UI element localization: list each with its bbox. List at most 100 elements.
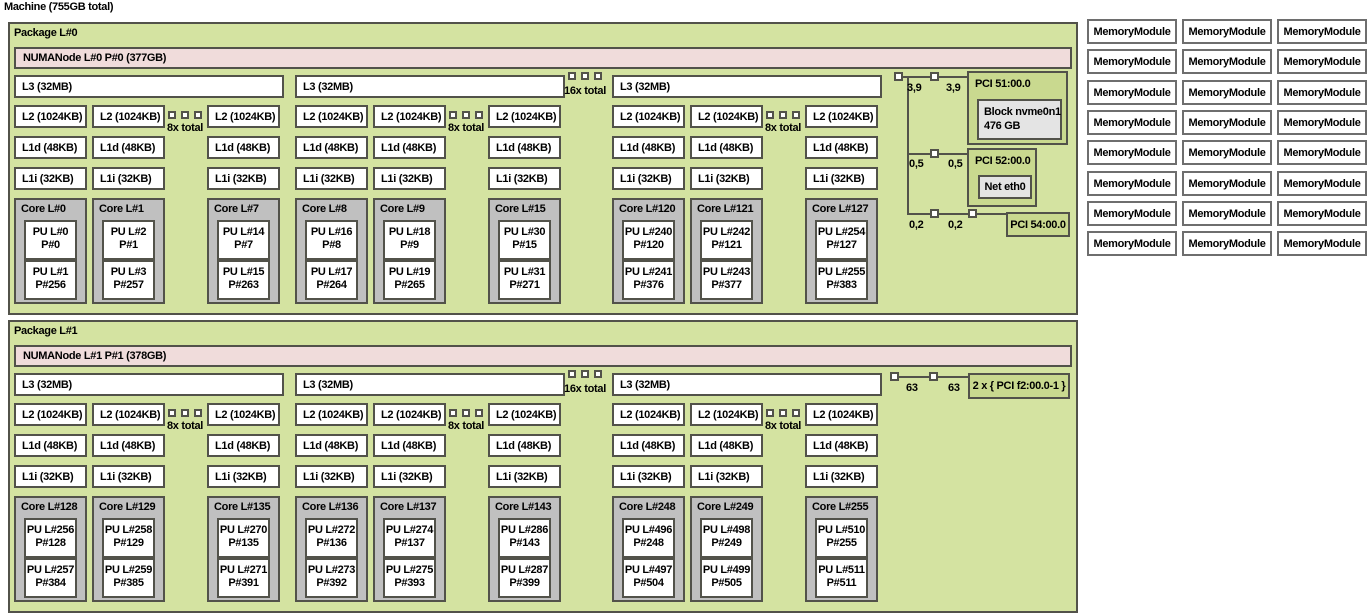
l3-collapsed-indicator (594, 370, 602, 378)
l2-collapsed-indicator (779, 111, 787, 119)
core-box: Core L#248 PU L#496 P#248 PU L#497 P#504 (612, 496, 685, 602)
l2-cache: L2 (1024KB) (207, 105, 280, 128)
l1i-cache: L1i (32KB) (14, 167, 87, 190)
pu-physical-label: P#504 (633, 577, 664, 589)
pci-device: PCI 51:00.0 Block nvme0n1 476 GB (967, 71, 1068, 145)
l1d-cache: L1d (48KB) (207, 434, 280, 457)
memory-module: MemoryModule (1277, 201, 1367, 226)
memory-module: MemoryModule (1087, 49, 1177, 74)
pci-link-line (907, 213, 1006, 215)
pu-physical-label: P#0 (41, 239, 60, 251)
memory-module: MemoryModule (1087, 110, 1177, 135)
pci-bus-line (907, 76, 909, 214)
pu-box: PU L#0 P#0 (24, 220, 77, 260)
l2-collapsed-indicator (168, 111, 176, 119)
package-box: Package L#0 NUMANode L#0 P#0 (377GB) L3 (3… (8, 22, 1078, 315)
l1d-cache: L1d (48KB) (295, 434, 368, 457)
l3-cache: L3 (32MB) (295, 75, 565, 98)
l2-collapsed-indicator (181, 409, 189, 417)
pu-physical-label: P#137 (394, 537, 425, 549)
pu-logical-label: PU L#497 (624, 564, 673, 576)
memory-module: MemoryModule (1277, 231, 1367, 256)
pu-logical-label: PU L#254 (817, 226, 866, 238)
pu-box: PU L#497 P#504 (622, 558, 675, 598)
l1i-cache: L1i (32KB) (295, 465, 368, 488)
memory-module: MemoryModule (1182, 80, 1272, 105)
l2-cache: L2 (1024KB) (805, 105, 878, 128)
bridge-square (930, 72, 939, 81)
pci-device-title: PCI 51:00.0 (975, 78, 1031, 90)
core-box: Core L#249 PU L#498 P#249 PU L#499 P#505 (690, 496, 763, 602)
l1d-cache: L1d (48KB) (14, 136, 87, 159)
l1d-cache: L1d (48KB) (373, 434, 446, 457)
pu-logical-label: PU L#19 (388, 266, 431, 278)
pu-physical-label: P#385 (113, 577, 144, 589)
pu-box: PU L#273 P#392 (305, 558, 358, 598)
bridge-square (894, 72, 903, 81)
core-label: Core L#8 (302, 203, 347, 215)
pu-physical-label: P#255 (826, 537, 857, 549)
pu-physical-label: P#392 (316, 577, 347, 589)
pu-logical-label: PU L#15 (222, 266, 265, 278)
l1d-cache: L1d (48KB) (612, 136, 685, 159)
pu-logical-label: PU L#18 (388, 226, 431, 238)
core-label: Core L#7 (214, 203, 259, 215)
memory-module: MemoryModule (1182, 201, 1272, 226)
pu-physical-label: P#1 (119, 239, 138, 251)
core-box: Core L#127 PU L#254 P#127 PU L#255 P#383 (805, 198, 878, 304)
link-speed-label: 0,5 (909, 158, 924, 170)
pu-box: PU L#3 P#257 (102, 260, 155, 300)
pu-physical-label: P#7 (234, 239, 253, 251)
l2-cache: L2 (1024KB) (14, 105, 87, 128)
link-speed-label: 3,9 (907, 82, 922, 94)
pu-logical-label: PU L#273 (307, 564, 356, 576)
core-box: Core L#136 PU L#272 P#136 PU L#273 P#392 (295, 496, 368, 602)
l3-cache: L3 (32MB) (14, 75, 284, 98)
bridge-square (968, 209, 977, 218)
l1i-cache: L1i (32KB) (488, 465, 561, 488)
l1d-cache: L1d (48KB) (92, 434, 165, 457)
core-label: Core L#137 (380, 501, 437, 513)
memory-module: MemoryModule (1087, 231, 1177, 256)
pu-box: PU L#498 P#249 (700, 518, 753, 558)
pu-box: PU L#241 P#376 (622, 260, 675, 300)
l3-cache: L3 (32MB) (14, 373, 284, 396)
pci-device-title: PCI 52:00.0 (975, 155, 1031, 167)
l2-cache: L2 (1024KB) (92, 105, 165, 128)
l2-collapsed-count-label: 8x total (447, 122, 485, 134)
pu-logical-label: PU L#287 (500, 564, 549, 576)
pu-logical-label: PU L#240 (624, 226, 673, 238)
pu-box: PU L#275 P#393 (383, 558, 436, 598)
core-label: Core L#136 (302, 501, 359, 513)
l1i-cache: L1i (32KB) (805, 465, 878, 488)
pu-box: PU L#242 P#121 (700, 220, 753, 260)
l2-cache: L2 (1024KB) (92, 403, 165, 426)
os-device-block: Block nvme0n1 476 GB (977, 99, 1062, 140)
pu-logical-label: PU L#255 (817, 266, 866, 278)
pu-box: PU L#15 P#263 (217, 260, 270, 300)
core-box: Core L#120 PU L#240 P#120 PU L#241 P#376 (612, 198, 685, 304)
pu-logical-label: PU L#242 (702, 226, 751, 238)
l1d-cache: L1d (48KB) (92, 136, 165, 159)
pci-device: PCI 54:00.0 (1006, 212, 1070, 237)
l3-collapsed-indicator (568, 370, 576, 378)
pu-logical-label: PU L#498 (702, 524, 751, 536)
l1i-cache: L1i (32KB) (207, 465, 280, 488)
l1i-cache: L1i (32KB) (612, 465, 685, 488)
l2-collapsed-count-label: 8x total (764, 122, 802, 134)
pu-logical-label: PU L#241 (624, 266, 673, 278)
core-label: Core L#129 (99, 501, 156, 513)
l2-collapsed-indicator (462, 111, 470, 119)
l1i-cache: L1i (32KB) (92, 167, 165, 190)
pu-logical-label: PU L#257 (26, 564, 75, 576)
link-speed-label: 0,2 (948, 219, 963, 231)
l2-cache: L2 (1024KB) (690, 403, 763, 426)
core-label: Core L#120 (619, 203, 676, 215)
core-label: Core L#135 (214, 501, 271, 513)
link-speed-label: 63 (906, 382, 918, 394)
pci-device-title: 2 x { PCI f2:00.0-1 } (972, 380, 1066, 392)
l2-cache: L2 (1024KB) (373, 105, 446, 128)
pu-box: PU L#270 P#135 (217, 518, 270, 558)
l2-collapsed-indicator (181, 111, 189, 119)
l3-cache: L3 (32MB) (612, 373, 882, 396)
